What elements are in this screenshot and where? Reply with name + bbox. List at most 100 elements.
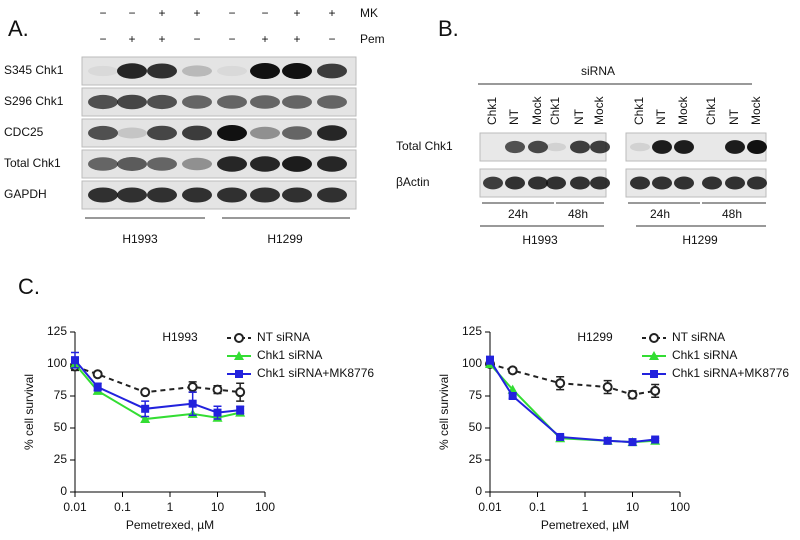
- blot-band: [117, 157, 147, 171]
- panel-label: B.: [438, 16, 459, 41]
- marker: [602, 382, 613, 393]
- blot-band: [528, 140, 548, 154]
- panel-label: A.: [8, 16, 29, 41]
- blot-band: [147, 63, 177, 79]
- marker: [649, 333, 659, 343]
- x-tick-label: 1: [582, 500, 589, 514]
- marker: [556, 432, 565, 441]
- time-label: 48h: [568, 207, 588, 221]
- treatment-sign: −: [128, 6, 135, 20]
- lane-label: NT: [654, 108, 668, 125]
- blot-band: [88, 94, 118, 110]
- marker: [235, 370, 243, 378]
- blot-band: [674, 140, 694, 154]
- marker: [235, 387, 246, 398]
- blot-band: [630, 142, 650, 152]
- lane-label: NT: [727, 108, 741, 125]
- time-label: 48h: [722, 207, 742, 221]
- marker: [71, 356, 79, 365]
- blot-band: [217, 187, 247, 203]
- blot-band: [317, 187, 347, 203]
- blot-band: [250, 126, 280, 140]
- lane-label: Chk1: [485, 97, 499, 125]
- blot-band: [282, 187, 312, 203]
- blot-band: [182, 95, 212, 109]
- chart-title: H1299: [577, 330, 613, 344]
- panel-label: C.: [18, 274, 40, 299]
- blot-band: [250, 95, 280, 109]
- marker: [603, 436, 612, 445]
- blot-band: [282, 95, 312, 109]
- y-tick-label: 100: [47, 356, 67, 370]
- x-tick-label: 10: [626, 500, 640, 514]
- blot-band: [505, 140, 525, 154]
- y-axis-label: % cell survival: [437, 374, 451, 450]
- blot-band: [652, 176, 672, 190]
- treatment-sign: +: [293, 6, 300, 20]
- blot-row-label: S345 Chk1: [4, 63, 64, 77]
- treatment-sign: −: [228, 6, 235, 20]
- blot-band: [282, 156, 312, 172]
- marker: [651, 435, 660, 444]
- treatment-sign: −: [228, 32, 235, 46]
- y-tick-label: 0: [475, 484, 482, 498]
- y-tick-label: 75: [54, 388, 68, 402]
- blot-band: [147, 94, 177, 110]
- marker: [649, 351, 659, 360]
- treatment-sign: −: [99, 32, 106, 46]
- blot-band: [317, 156, 347, 172]
- blot-band: [182, 65, 212, 77]
- blot-band: [88, 157, 118, 171]
- cell-line-label: H1299: [267, 232, 303, 246]
- legend-label: Chk1 siRNA+MK8776: [257, 366, 374, 380]
- lane-label: Mock: [676, 95, 690, 125]
- legend-label: Chk1 siRNA: [672, 348, 737, 362]
- blot-row-label: Total Chk1: [396, 139, 453, 153]
- treatment-sign: +: [158, 6, 165, 20]
- treatment-sign: −: [328, 32, 335, 46]
- lane-label: Chk1: [548, 97, 562, 125]
- marker: [212, 384, 223, 395]
- blot-band: [182, 187, 212, 203]
- marker: [508, 392, 517, 400]
- y-tick-label: 25: [469, 452, 483, 466]
- cell-line-label: H1993: [522, 233, 558, 247]
- blot-band: [528, 176, 548, 190]
- blot-band: [217, 125, 247, 141]
- blot-band: [570, 140, 590, 154]
- cell-line-label: H1993: [122, 232, 158, 246]
- blot-band: [546, 176, 566, 190]
- y-tick-label: 125: [462, 324, 482, 338]
- treatment-sign: −: [99, 6, 106, 20]
- blot-band: [652, 140, 672, 154]
- treatment-sign: +: [328, 6, 335, 20]
- y-axis-label: % cell survival: [22, 374, 36, 450]
- marker: [141, 404, 150, 413]
- blot-band: [702, 176, 722, 190]
- x-tick-label: 0.1: [114, 500, 131, 514]
- legend-label: NT siRNA: [672, 330, 725, 344]
- treatment-sign: +: [128, 32, 135, 46]
- x-tick-label: 1: [167, 500, 174, 514]
- blot-band: [182, 157, 212, 171]
- blot-band: [117, 127, 147, 139]
- x-axis-label: Pemetrexed, µM: [541, 518, 629, 532]
- marker: [507, 365, 518, 376]
- lane-label: Mock: [749, 95, 763, 125]
- x-tick-label: 100: [670, 500, 690, 514]
- marker: [627, 389, 638, 400]
- legend-label: Chk1 siRNA+MK8776: [672, 366, 789, 380]
- marker: [213, 408, 222, 417]
- marker: [234, 351, 244, 360]
- marker: [234, 333, 244, 343]
- y-tick-label: 125: [47, 324, 67, 338]
- blot-band: [282, 63, 312, 79]
- lane-label: Mock: [592, 95, 606, 125]
- blot-band: [282, 126, 312, 140]
- lane-label: Chk1: [632, 97, 646, 125]
- marker: [92, 369, 103, 380]
- blot-band: [590, 176, 610, 190]
- x-axis-label: Pemetrexed, µM: [126, 518, 214, 532]
- blot-band: [117, 63, 147, 79]
- lane-label: Chk1: [704, 97, 718, 125]
